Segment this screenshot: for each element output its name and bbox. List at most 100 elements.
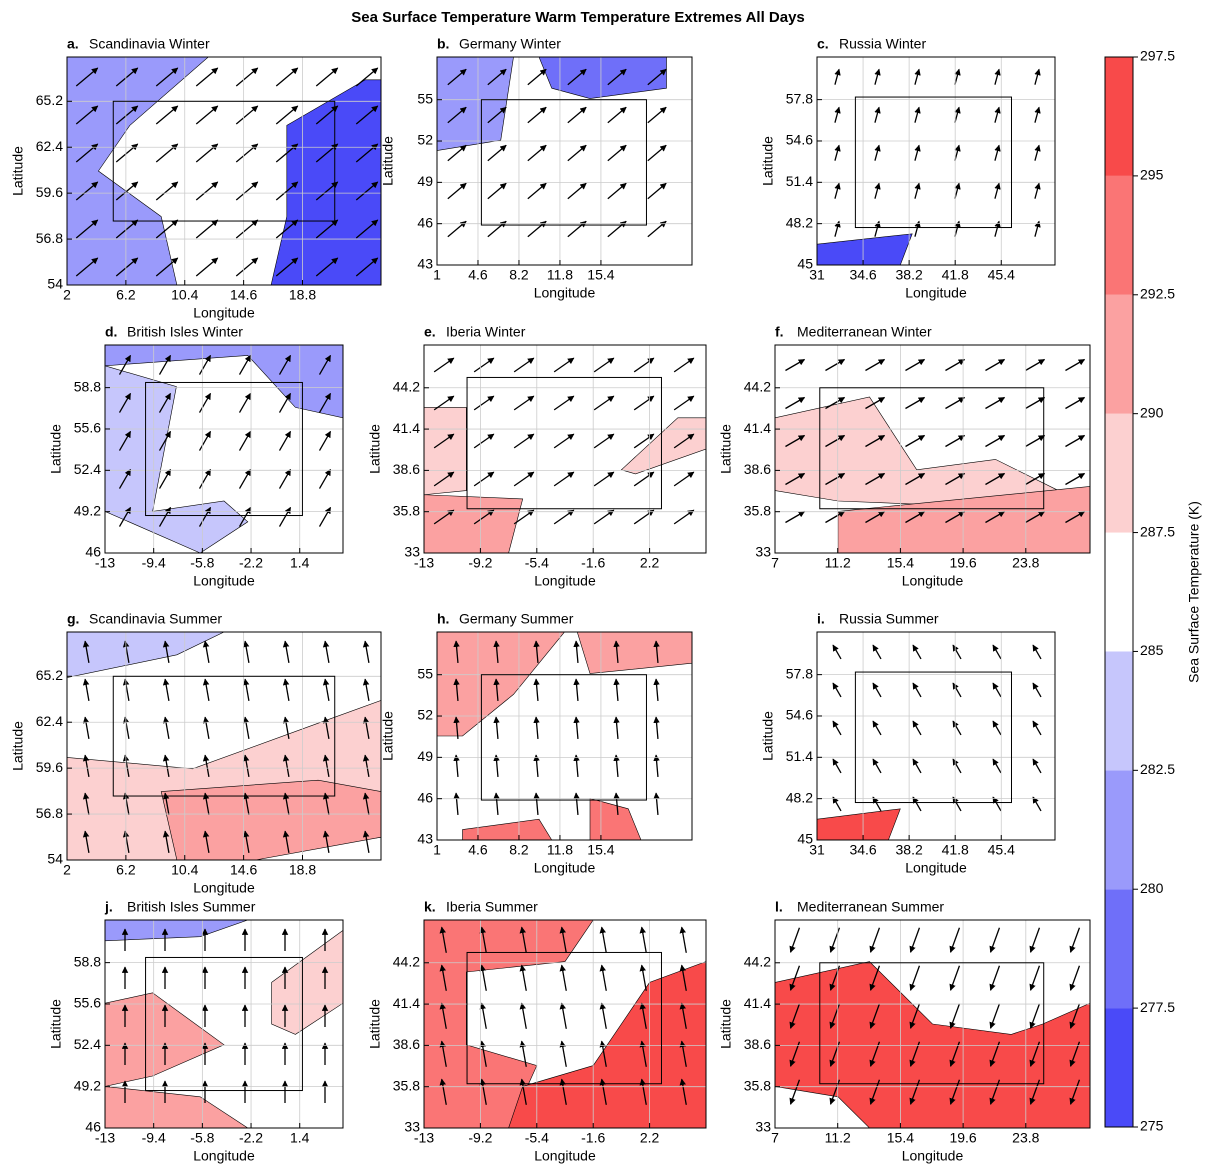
wind-arrow: [833, 683, 841, 697]
wind-arrow: [875, 69, 879, 84]
x-axis-label: Longitude: [902, 573, 964, 589]
axes-frame: [817, 57, 1055, 265]
wind-arrow: [602, 927, 607, 953]
panel-label: a.: [67, 36, 79, 52]
wind-arrow: [536, 717, 538, 739]
wind-arrow: [642, 965, 647, 991]
panel-label: b.: [437, 36, 449, 52]
wind-arrow: [276, 68, 297, 86]
x-tick-label: -1.6: [581, 1130, 605, 1146]
x-tick-label: 11.8: [547, 842, 573, 858]
wind-arrow: [616, 679, 618, 701]
wind-arrow: [196, 144, 217, 162]
wind-arrow: [594, 358, 614, 372]
map-area: [437, 632, 692, 840]
wind-arrow: [875, 183, 879, 198]
wind-arrow: [320, 431, 331, 450]
wind-arrow: [674, 510, 694, 524]
y-tick-label: 55: [417, 665, 433, 681]
x-tick-label: 19.6: [949, 555, 976, 571]
wind-arrow: [236, 106, 257, 124]
x-tick-label: 8.2: [509, 267, 529, 283]
wind-arrow: [554, 510, 574, 524]
region-box: [481, 100, 646, 225]
wind-arrow: [682, 927, 687, 953]
x-tick-label: -9.4: [142, 1130, 166, 1146]
wind-arrow: [85, 717, 89, 739]
y-axis-label: Latitude: [10, 721, 26, 771]
panel-label: h.: [437, 611, 449, 627]
x-tick-label: 14.6: [230, 862, 257, 878]
x-tick-label: -9.2: [468, 1130, 492, 1146]
region-box: [467, 377, 661, 508]
y-axis-label: Latitude: [10, 146, 26, 196]
panel-label: g.: [67, 611, 79, 627]
y-tick-label: 52: [417, 132, 433, 148]
wind-arrow: [905, 398, 924, 409]
wind-arrow: [985, 360, 1004, 371]
wind-arrow: [325, 641, 329, 663]
wind-arrow: [474, 396, 494, 410]
wind-arrow: [991, 1004, 1000, 1028]
wind-arrow: [245, 679, 249, 701]
wind-arrow: [236, 258, 257, 276]
y-tick-label: 52: [417, 707, 433, 723]
y-tick-label: 33: [755, 1119, 771, 1135]
wind-arrow: [488, 183, 506, 198]
x-tick-label: 1.4: [290, 1130, 310, 1146]
x-tick-label: 2: [63, 862, 71, 878]
sst-shading: [67, 632, 224, 678]
wind-arrow: [608, 145, 626, 160]
sst-shading: [272, 930, 343, 1034]
wind-arrow: [1033, 721, 1041, 735]
wind-arrow: [616, 717, 618, 739]
map-area: [105, 345, 343, 553]
wind-arrow: [785, 398, 804, 409]
region-box: [855, 97, 1011, 227]
wind-arrow: [656, 679, 658, 701]
wind-arrow: [280, 431, 291, 450]
wind-arrow: [991, 966, 1000, 990]
x-tick-label: 4.6: [468, 842, 488, 858]
wind-arrow: [1031, 1004, 1040, 1028]
wind-arrow: [915, 107, 919, 122]
panel-title: Scandinavia Summer: [89, 611, 222, 627]
panel-title: Russia Summer: [839, 611, 939, 627]
wind-arrow: [165, 679, 169, 701]
panel-label: k.: [424, 899, 436, 915]
x-tick-label: -5.8: [190, 555, 214, 571]
colorbar-tick-label: 282.5: [1140, 761, 1175, 777]
sst-shading: [161, 780, 381, 860]
wind-arrow: [528, 145, 546, 160]
wind-arrow: [594, 434, 614, 448]
wind-arrow: [196, 68, 217, 86]
y-tick-label: 45: [797, 256, 813, 272]
wind-arrow: [196, 182, 217, 200]
wind-arrow: [280, 507, 291, 526]
panel-label: l.: [775, 899, 783, 915]
x-tick-label: -9.2: [468, 555, 492, 571]
x-tick-label: 2.2: [640, 1130, 660, 1146]
wind-arrow: [913, 759, 921, 773]
map-area: [775, 928, 1090, 1128]
wind-arrow: [434, 358, 454, 372]
wind-arrow: [1065, 436, 1084, 447]
sst-shading: [817, 234, 912, 265]
y-tick-label: 62.4: [36, 713, 63, 729]
y-tick-label: 44.2: [393, 953, 420, 969]
y-tick-label: 59.6: [36, 184, 63, 200]
x-axis-label: Longitude: [193, 880, 255, 896]
wind-arrow: [913, 797, 921, 811]
sst-shading: [437, 57, 514, 151]
wind-arrow: [522, 965, 527, 991]
sst-shading: [775, 962, 1090, 1128]
wind-arrow: [456, 793, 458, 815]
colorbar-band: [1105, 533, 1133, 652]
y-tick-label: 51.4: [786, 173, 813, 189]
colorbar-tick-label: 275: [1140, 1118, 1164, 1134]
wind-arrow: [528, 183, 546, 198]
wind-arrow: [482, 1003, 487, 1029]
x-tick-label: 38.2: [896, 842, 923, 858]
colorbar-tick-label: 287.5: [1140, 523, 1175, 539]
wind-arrow: [240, 431, 251, 450]
